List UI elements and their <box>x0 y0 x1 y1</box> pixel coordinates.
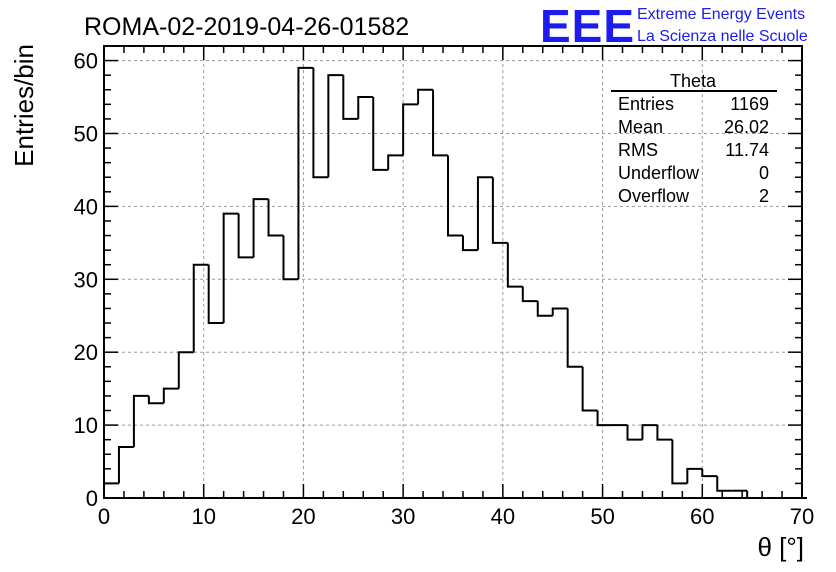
stats-value: 0 <box>759 163 769 183</box>
histogram-bin <box>656 425 673 441</box>
stats-label: Underflow <box>618 163 700 183</box>
histogram-bin <box>746 490 763 499</box>
axes <box>103 45 803 499</box>
y-tick-label: 10 <box>74 413 98 438</box>
x-tick-labels: 0 10 20 30 40 50 60 70 <box>98 504 814 529</box>
histogram-bin <box>491 177 508 244</box>
y-tick-label: 20 <box>74 340 98 365</box>
y-tick-labels: 0 10 20 30 40 50 60 <box>74 49 98 511</box>
y-tick-label: 40 <box>74 194 98 219</box>
stats-value: 2 <box>759 186 769 206</box>
histogram-bin <box>432 89 449 157</box>
y-tick-label: 0 <box>86 486 98 511</box>
histogram-bin <box>222 212 239 324</box>
histogram-bin <box>103 482 119 498</box>
x-tick-label: 70 <box>790 504 814 529</box>
histogram-bin <box>282 235 299 281</box>
histogram-bin <box>207 264 224 325</box>
stats-value: 1169 <box>730 94 769 114</box>
histogram-bin <box>132 394 149 447</box>
histogram-bin <box>342 75 359 120</box>
histogram-bin <box>536 301 553 317</box>
logo-mark: EEE <box>540 0 635 52</box>
x-tick-label: 30 <box>391 504 415 529</box>
histogram-bin <box>701 468 718 478</box>
x-tick-label: 0 <box>98 504 110 529</box>
x-tick-label: 40 <box>491 504 515 529</box>
histogram-bin <box>372 97 389 171</box>
stats-label: Mean <box>618 117 663 137</box>
histogram-bin <box>312 67 329 179</box>
histogram-bin <box>506 242 523 288</box>
histogram-bin <box>252 198 269 258</box>
logo-line-1: Extreme Energy Events <box>637 6 805 23</box>
stats-label: Entries <box>618 94 674 114</box>
histogram-bin <box>162 387 179 404</box>
stats-label: RMS <box>618 140 658 160</box>
histogram-bin <box>177 351 194 389</box>
y-tick-label: 30 <box>74 267 98 292</box>
histogram-bin <box>581 366 598 412</box>
plot-frame <box>103 45 803 499</box>
x-tick-label: 20 <box>291 504 315 529</box>
histogram-bin <box>237 213 254 259</box>
y-tick-label: 50 <box>74 121 98 146</box>
histogram-bin <box>686 467 703 484</box>
histogram-bin <box>327 74 344 178</box>
histogram-bin <box>402 103 419 156</box>
x-tick-label: 50 <box>590 504 614 529</box>
stats-box: Theta Entries 1169 Mean 26.02 RMS 11.74 Underf… <box>611 71 777 206</box>
histogram-bin <box>417 88 434 105</box>
stats-value: 26.02 <box>724 117 769 137</box>
stats-box-title: Theta <box>670 71 717 91</box>
histogram-bin <box>641 424 658 440</box>
histogram-bin <box>716 476 733 492</box>
grid <box>104 46 802 498</box>
histogram-bin <box>626 425 643 441</box>
histogram-bin <box>596 410 613 427</box>
histogram-bin <box>447 155 463 237</box>
histogram-bin <box>357 96 374 119</box>
histogram-bin <box>551 307 568 316</box>
histogram-bin <box>147 395 164 405</box>
y-axis-label: Entries/bin <box>9 44 39 167</box>
histogram-bin <box>192 263 209 353</box>
x-tick-label: 10 <box>191 504 215 529</box>
histogram-series <box>103 66 807 499</box>
histogram-bin <box>476 176 493 251</box>
y-tick-label: 60 <box>74 49 98 74</box>
chart-title: ROMA-02-2019-04-26-01582 <box>84 13 409 41</box>
eee-logo: EEE Extreme Energy Events La Scienza nel… <box>540 0 808 52</box>
histogram-bin <box>297 66 314 280</box>
logo-line-2: La Scienza nelle Scuole <box>637 28 808 45</box>
histogram-bin <box>117 445 134 484</box>
histogram-bin <box>671 439 688 485</box>
histogram-bin <box>387 154 404 170</box>
stats-value: 11.74 <box>725 140 769 160</box>
histogram-bin <box>566 308 583 368</box>
histogram-bin <box>521 286 538 303</box>
histogram-bin <box>267 199 284 237</box>
x-axis-label: θ [°] <box>757 532 804 562</box>
x-tick-label: 60 <box>690 504 714 529</box>
histogram-bin <box>461 235 478 252</box>
stats-label: Overflow <box>618 186 690 206</box>
